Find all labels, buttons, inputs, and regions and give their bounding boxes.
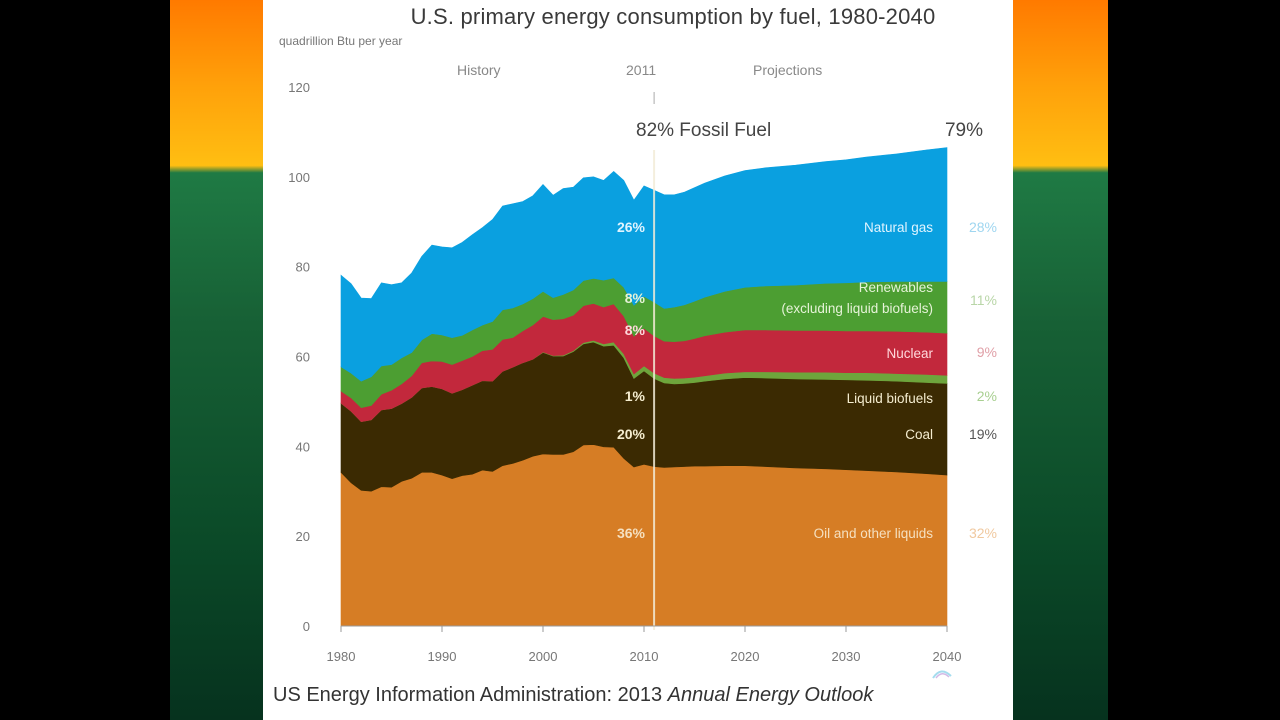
y-tick-label: 120 — [288, 80, 310, 95]
divider-year-label: 2011 — [626, 62, 657, 78]
y-tick-label: 40 — [296, 439, 310, 454]
x-tick-label: 2040 — [933, 649, 962, 664]
x-tick-label: 2010 — [630, 649, 659, 664]
series-labels: 82% Fossil Fuel 79% Natural gas Renewables (… — [617, 120, 997, 541]
right-decorative-band — [1013, 0, 1108, 720]
share-2040-2: 2% — [977, 388, 997, 404]
label-nuclear: Nuclear — [886, 346, 933, 361]
area-natural-gas — [340, 147, 948, 382]
share-2011-4: 8% — [625, 290, 646, 306]
share-2040-4: 11% — [970, 292, 997, 308]
history-label: History — [457, 62, 501, 78]
share-2040-1: 19% — [969, 426, 997, 442]
label-liquid-biofuels: Liquid biofuels — [847, 391, 934, 406]
share-2011-0: 36% — [617, 525, 646, 541]
share-2011-3: 8% — [625, 322, 646, 338]
label-oil: Oil and other liquids — [814, 526, 934, 541]
y-tick-label: 0 — [303, 619, 310, 634]
x-tick-label: 1980 — [327, 649, 356, 664]
eia-logo-icon — [931, 664, 953, 694]
share-2040-0: 32% — [969, 525, 997, 541]
label-renewables: Renewables — [859, 280, 934, 295]
left-decorative-band — [170, 0, 263, 720]
x-tick-label: 1990 — [428, 649, 457, 664]
source-footer-text: US Energy Information Administration: 20… — [273, 684, 668, 706]
label-renewables-note: (excluding liquid biofuels) — [781, 301, 933, 316]
x-tick-label: 2020 — [731, 649, 760, 664]
label-natural-gas: Natural gas — [864, 220, 933, 235]
y-tick-label: 80 — [296, 260, 310, 275]
y-axis-units-label: quadrillion Btu per year — [279, 34, 403, 48]
projections-label: Projections — [753, 62, 823, 78]
share-2040-3: 9% — [977, 344, 997, 360]
eia-logo-swoosh-icon — [932, 670, 952, 679]
fossil-share-2011-label: 82% Fossil Fuel — [636, 120, 771, 141]
y-tick-label: 20 — [296, 529, 310, 544]
source-footer: US Energy Information Administration: 20… — [273, 684, 873, 707]
x-tick-label: 2030 — [832, 649, 861, 664]
chart-title: U.S. primary energy consumption by fuel,… — [410, 4, 936, 29]
y-tick-label: 60 — [296, 350, 310, 365]
source-footer-publication: Annual Energy Outlook — [667, 684, 874, 706]
share-2011-1: 20% — [617, 426, 646, 442]
share-2011-2: 1% — [625, 388, 646, 404]
y-tick-label: 100 — [288, 170, 310, 185]
fossil-share-2040-label: 79% — [945, 120, 983, 141]
share-2011-5: 26% — [617, 219, 646, 235]
stacked-areas — [340, 147, 948, 627]
share-2040-5: 28% — [969, 219, 997, 235]
label-coal: Coal — [905, 427, 933, 442]
x-tick-label: 2000 — [529, 649, 558, 664]
axes: 1980 1990 2000 2010 2020 2030 2040020406080100… — [288, 80, 961, 664]
